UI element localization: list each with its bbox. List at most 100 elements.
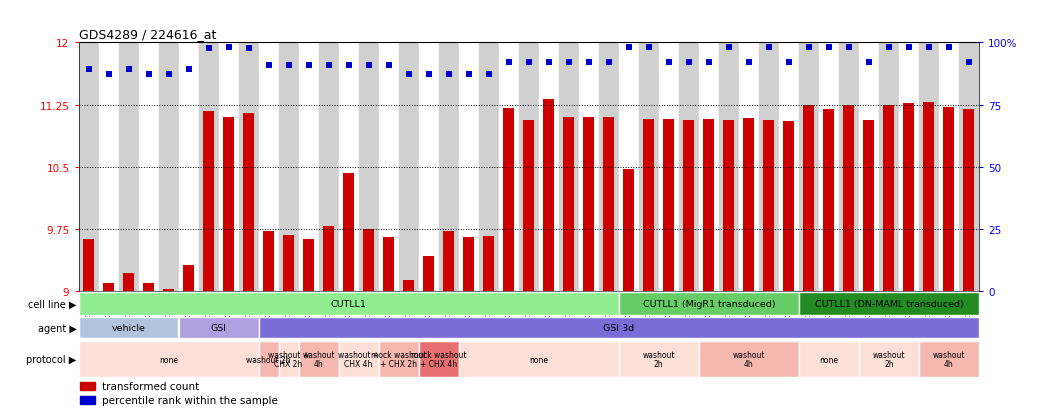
Bar	[138, 43, 158, 292]
Bar	[698, 43, 719, 292]
Bar	[239, 43, 259, 292]
FancyBboxPatch shape	[179, 317, 259, 339]
FancyBboxPatch shape	[419, 341, 459, 377]
FancyBboxPatch shape	[619, 292, 799, 315]
Bar	[923, 103, 934, 292]
FancyBboxPatch shape	[279, 341, 298, 377]
Bar	[143, 283, 154, 292]
Bar	[743, 119, 754, 292]
Text: percentile rank within the sample: percentile rank within the sample	[102, 395, 277, 405]
Text: none: none	[820, 355, 839, 364]
Bar	[783, 122, 795, 292]
Bar	[304, 240, 314, 292]
Bar	[844, 105, 854, 292]
Bar	[563, 118, 574, 292]
Bar	[504, 109, 514, 292]
FancyBboxPatch shape	[379, 341, 419, 377]
FancyBboxPatch shape	[919, 341, 979, 377]
Bar	[723, 121, 734, 292]
Text: washout
2h: washout 2h	[643, 350, 675, 368]
Text: washout
2h: washout 2h	[872, 350, 906, 368]
Bar	[664, 119, 674, 292]
Bar	[263, 232, 274, 292]
Bar	[383, 238, 394, 292]
Text: washout +
CHX 2h: washout + CHX 2h	[268, 350, 309, 368]
Bar	[179, 43, 199, 292]
Bar	[158, 43, 179, 292]
Bar	[963, 109, 975, 292]
Bar	[219, 43, 239, 292]
Bar	[124, 273, 134, 292]
Text: washout
4h: washout 4h	[733, 350, 765, 368]
Text: washout +
CHX 4h: washout + CHX 4h	[338, 350, 379, 368]
Bar	[704, 119, 714, 292]
Bar	[823, 109, 834, 292]
FancyBboxPatch shape	[79, 292, 619, 315]
Bar	[79, 43, 98, 292]
Text: GSI: GSI	[210, 323, 226, 332]
Text: washout
4h: washout 4h	[303, 350, 335, 368]
Bar	[283, 235, 294, 292]
Bar	[684, 120, 694, 292]
Bar	[498, 43, 518, 292]
Bar	[279, 43, 298, 292]
Bar	[463, 238, 474, 292]
FancyBboxPatch shape	[459, 341, 619, 377]
Bar	[478, 43, 498, 292]
Text: protocol ▶: protocol ▶	[26, 354, 76, 364]
Bar	[118, 43, 138, 292]
Text: mock washout
+ CHX 4h: mock washout + CHX 4h	[410, 350, 467, 368]
Bar	[359, 43, 379, 292]
Text: none: none	[529, 355, 549, 364]
Bar	[739, 43, 759, 292]
Bar	[318, 43, 338, 292]
Bar	[419, 43, 439, 292]
Bar	[443, 231, 454, 292]
Bar	[579, 43, 599, 292]
Bar	[81, 382, 94, 390]
FancyBboxPatch shape	[799, 341, 859, 377]
Bar	[659, 43, 678, 292]
Bar	[719, 43, 739, 292]
Bar	[803, 105, 815, 292]
Bar	[343, 174, 354, 292]
Bar	[639, 43, 659, 292]
Bar	[839, 43, 859, 292]
Bar	[243, 114, 254, 292]
Text: cell line ▶: cell line ▶	[28, 299, 76, 309]
Bar	[599, 43, 619, 292]
Bar	[518, 43, 539, 292]
Text: vehicle: vehicle	[112, 323, 146, 332]
Bar	[643, 119, 654, 292]
Text: CUTLL1: CUTLL1	[331, 299, 366, 309]
Bar	[543, 100, 554, 292]
Bar	[904, 104, 914, 292]
FancyBboxPatch shape	[799, 292, 979, 315]
FancyBboxPatch shape	[259, 317, 979, 339]
Bar	[623, 170, 634, 292]
FancyBboxPatch shape	[259, 341, 279, 377]
Bar	[919, 43, 939, 292]
Bar	[899, 43, 919, 292]
FancyBboxPatch shape	[859, 341, 919, 377]
Text: mock washout
+ CHX 2h: mock washout + CHX 2h	[371, 350, 426, 368]
Bar	[939, 43, 959, 292]
Bar	[603, 118, 615, 292]
Bar	[399, 43, 419, 292]
Bar	[884, 105, 894, 292]
Bar	[779, 43, 799, 292]
FancyBboxPatch shape	[79, 341, 259, 377]
Bar	[759, 43, 779, 292]
Bar	[379, 43, 399, 292]
Text: transformed count: transformed count	[102, 381, 199, 391]
Bar	[678, 43, 698, 292]
FancyBboxPatch shape	[79, 317, 178, 339]
Bar	[943, 108, 955, 292]
Bar	[81, 396, 94, 404]
Text: none: none	[159, 355, 178, 364]
Bar	[203, 112, 214, 292]
Bar	[583, 118, 595, 292]
Bar	[103, 283, 114, 292]
Bar	[799, 43, 819, 292]
Bar	[859, 43, 878, 292]
